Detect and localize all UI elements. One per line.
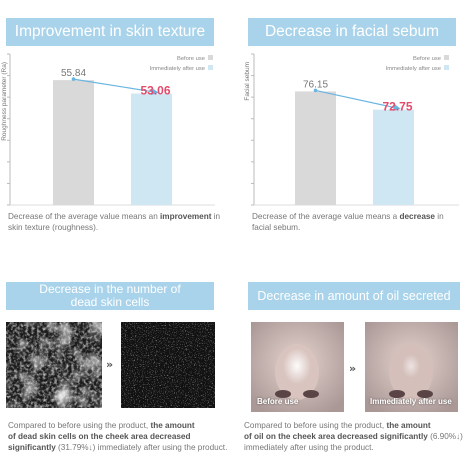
texture-bar	[53, 80, 94, 205]
oil-before-label: Before use	[257, 397, 299, 406]
texture-chart: Roughness parameter (Ra) Before use Immedi…	[1, 53, 215, 206]
dead-skin-after-image	[121, 322, 215, 408]
nose-after-illustration	[365, 322, 458, 412]
sebum-chart-title: Decrease in facial sebum	[248, 18, 456, 46]
sebum-value-label: 72.75	[382, 100, 412, 114]
dead-skin-arrow: »	[106, 358, 114, 371]
texture-caption: Decrease of the average value means an i…	[8, 212, 221, 232]
oil-panel: Decrease in amount of oil secreted Befor…	[240, 270, 465, 465]
nose-before-illustration	[251, 322, 344, 412]
oil-arrow: »	[349, 362, 357, 375]
sebum-trend-arrow	[315, 89, 401, 111]
sebum-legend-swatch	[444, 65, 449, 70]
dead-skin-before-image	[6, 322, 102, 408]
sebum-bar	[295, 91, 336, 205]
texture-trend-start	[71, 77, 76, 81]
sebum-bar	[373, 109, 414, 205]
sebum-legend-label: Before use	[413, 56, 441, 62]
texture-legend-swatch	[208, 55, 213, 60]
oil-after-label: Immediately after use	[370, 397, 452, 406]
texture-chart-title: Improvement in skin texture	[6, 18, 214, 46]
sebum-legend-swatch	[444, 55, 449, 60]
texture-trend-arrow	[73, 78, 159, 96]
texture-value-label: 55.84	[61, 68, 86, 79]
texture-legend-swatch	[208, 65, 213, 70]
dead-skin-panel: Decrease in the number of dead skin cell…	[0, 270, 230, 465]
texture-panel: Improvement in skin texture Roughness pa…	[0, 0, 230, 245]
oil-caption: Compared to before using the product, th…	[244, 421, 463, 452]
sebum-legend-label: Immediately after use	[386, 66, 441, 72]
sebum-chart: Facial sebum Before use Immediately after …	[244, 53, 459, 206]
sebum-y-label: Facial sebum	[244, 62, 251, 101]
dead-skin-title-line2: dead skin cells	[70, 295, 150, 309]
sebum-caption: Decrease of the average value means a de…	[252, 212, 444, 232]
sebum-value-label: 76.15	[303, 79, 328, 90]
texture-legend-label: Before use	[177, 56, 205, 62]
texture-legend-label: Immediately after use	[150, 66, 205, 72]
texture-y-label: Roughness parameter (Ra)	[1, 62, 8, 141]
dead-skin-after-texture	[121, 322, 215, 408]
dead-skin-title-line1: Decrease in the number of	[39, 282, 181, 296]
dead-skin-title: Decrease in the number of dead skin cell…	[6, 282, 214, 310]
oil-title: Decrease in amount of oil secreted	[248, 282, 460, 310]
oil-before-image: Before use	[251, 322, 344, 412]
sebum-trend-start	[313, 88, 318, 93]
sebum-panel: Decrease in facial sebum Facial sebum Bef…	[240, 0, 465, 245]
dead-skin-before-texture	[6, 322, 102, 408]
texture-bar	[131, 93, 172, 205]
oil-after-image: Immediately after use	[365, 322, 458, 412]
texture-value-label: 53.06	[140, 84, 170, 98]
dead-skin-caption: Compared to before using the product, th…	[8, 421, 228, 452]
